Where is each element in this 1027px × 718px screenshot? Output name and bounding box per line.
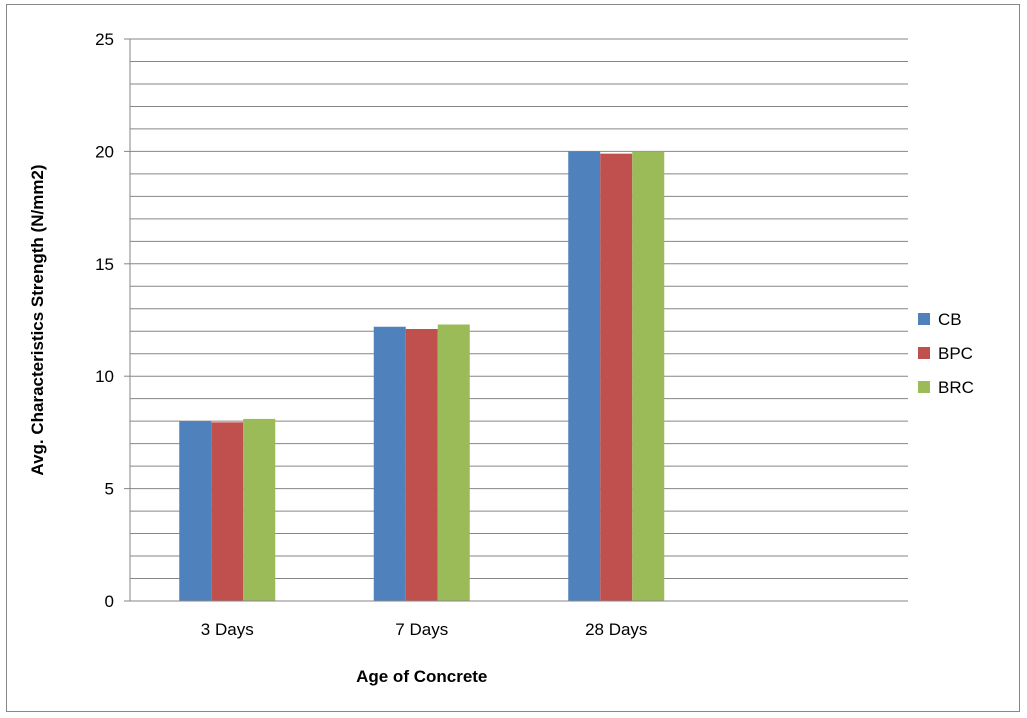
axes bbox=[124, 38, 908, 602]
y-tick-label: 25 bbox=[95, 30, 114, 49]
bars bbox=[179, 151, 665, 601]
y-tick-label: 10 bbox=[95, 367, 114, 386]
legend-swatch-bpc bbox=[918, 347, 930, 359]
y-axis-title: Avg. Characteristics Strength (N/mm2) bbox=[28, 164, 47, 475]
bar-cb bbox=[373, 326, 406, 601]
x-tick-label: 7 Days bbox=[395, 620, 448, 639]
x-axis-title: Age of Concrete bbox=[356, 667, 487, 686]
bar-brc bbox=[243, 418, 276, 601]
legend-label-bpc: BPC bbox=[938, 344, 973, 363]
y-tick-label: 0 bbox=[105, 592, 114, 611]
bar-bpc bbox=[600, 153, 633, 601]
legend-swatch-brc bbox=[918, 381, 930, 393]
x-tick-labels: 3 Days 7 Days 28 Days bbox=[201, 620, 648, 639]
bar-brc bbox=[437, 324, 470, 601]
legend-label-brc: BRC bbox=[938, 378, 974, 397]
bar-cb bbox=[179, 421, 212, 601]
bar-brc bbox=[632, 151, 665, 601]
y-tick-label: 15 bbox=[95, 255, 114, 274]
chart-frame bbox=[6, 4, 1020, 712]
legend-label-cb: CB bbox=[938, 310, 962, 329]
y-tick-label: 5 bbox=[105, 480, 114, 499]
bar-cb bbox=[568, 151, 601, 601]
bar-bpc bbox=[405, 328, 438, 601]
y-tick-labels: 0 5 10 15 20 25 bbox=[95, 30, 114, 611]
bar-bpc bbox=[211, 422, 244, 601]
x-tick-label: 28 Days bbox=[585, 620, 647, 639]
legend: CB BPC BRC bbox=[918, 310, 974, 397]
y-tick-label: 20 bbox=[95, 142, 114, 161]
x-tick-label: 3 Days bbox=[201, 620, 254, 639]
legend-swatch-cb bbox=[918, 313, 930, 325]
